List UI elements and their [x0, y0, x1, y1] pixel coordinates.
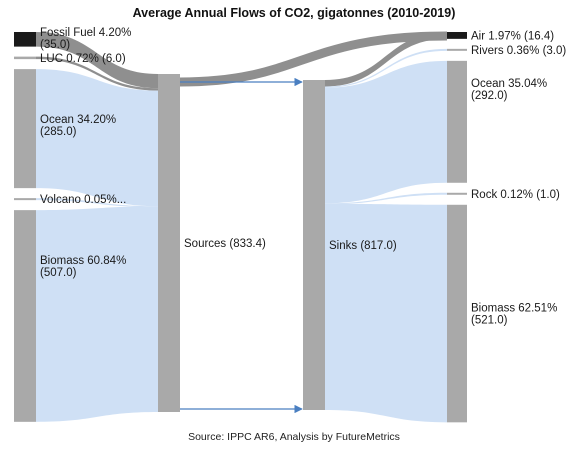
node-sink-ocean	[447, 60, 467, 183]
label-sink-biomass-line1: Biomass 62.51%	[471, 303, 557, 315]
flow-link-sources-to-air	[179, 31, 448, 87]
flow-link-sink-ocean	[325, 60, 447, 204]
node-sink-air	[447, 32, 467, 39]
label-sink-ocean: Ocean 35.04% (292.0)	[471, 78, 547, 102]
label-sink-rock-line1: Rock 0.12% (1.0)	[471, 189, 560, 201]
flow-link-luc	[36, 56, 158, 91]
label-sink-rivers: Rivers 0.36% (3.0)	[471, 45, 566, 57]
flow-link-ocean	[36, 69, 158, 207]
flow-link-biomass	[36, 206, 158, 422]
label-source-biomass: Biomass 60.84% (507.0)	[40, 255, 126, 279]
flow-link-fossil-fuel	[36, 32, 158, 89]
label-sink-rivers-line1: Rivers 0.36% (3.0)	[471, 45, 566, 57]
label-source-luc: LUC 0.72% (6.0)	[40, 53, 126, 65]
flow-nodes	[14, 32, 467, 423]
label-source-ocean-line2: (285.0)	[40, 126, 77, 138]
flow-link-volcano	[36, 198, 158, 208]
node-source-biomass	[14, 210, 36, 422]
node-sinks-hub	[303, 80, 325, 410]
label-sink-biomass-line2: (521.0)	[471, 315, 508, 327]
flow-links	[36, 31, 448, 423]
label-source-biomass-line1: Biomass 60.84%	[40, 255, 126, 267]
label-sink-air-line1: Air 1.97% (16.4)	[471, 30, 554, 42]
label-sinks-hub: Sinks (817.0)	[329, 240, 397, 252]
label-sink-ocean-line1: Ocean 35.04%	[471, 78, 547, 90]
label-source-volcano-line1: Volcano 0.05%...	[40, 194, 126, 206]
label-source-fossil-fuel-line1: Fossil Fuel 4.20%	[40, 27, 131, 39]
label-sink-biomass: Biomass 62.51% (521.0)	[471, 303, 557, 327]
label-source-fossil-fuel: Fossil Fuel 4.20% (35.0)	[40, 27, 131, 51]
node-source-luc	[14, 56, 36, 60]
node-sink-biomass	[447, 204, 467, 423]
label-source-biomass-line2: (507.0)	[40, 267, 77, 279]
flow-link-sink-air	[325, 32, 447, 87]
node-source-fossil-fuel	[14, 32, 36, 47]
node-sources-hub	[158, 74, 180, 412]
chart-title: Average Annual Flows of CO2, gigatonnes …	[132, 6, 456, 20]
label-sink-air: Air 1.97% (16.4)	[471, 30, 554, 42]
label-sink-ocean-line2: (292.0)	[471, 90, 508, 102]
label-source-luc-line1: LUC 0.72% (6.0)	[40, 53, 126, 65]
source-note: Source: IPPC AR6, Analysis by FutureMetr…	[188, 431, 400, 443]
node-source-volcano	[14, 198, 36, 201]
label-source-ocean-line1: Ocean 34.20%	[40, 114, 116, 126]
flow-labels: Fossil Fuel 4.20% (35.0) LUC 0.72% (6.0) Oc…	[40, 27, 566, 327]
flow-link-sink-rock	[325, 192, 447, 205]
label-sources-hub: Sources (833.4)	[184, 238, 266, 250]
node-sink-rock	[447, 192, 467, 195]
node-source-ocean	[14, 69, 36, 189]
flow-link-sink-rivers	[325, 48, 447, 88]
label-sink-rock: Rock 0.12% (1.0)	[471, 189, 560, 201]
flow-link-sink-biomass	[325, 203, 447, 423]
label-source-volcano: Volcano 0.05%...	[40, 194, 126, 206]
node-sink-rivers	[447, 48, 467, 51]
label-source-ocean: Ocean 34.20% (285.0)	[40, 114, 116, 138]
label-source-fossil-fuel-line2: (35.0)	[40, 39, 70, 51]
